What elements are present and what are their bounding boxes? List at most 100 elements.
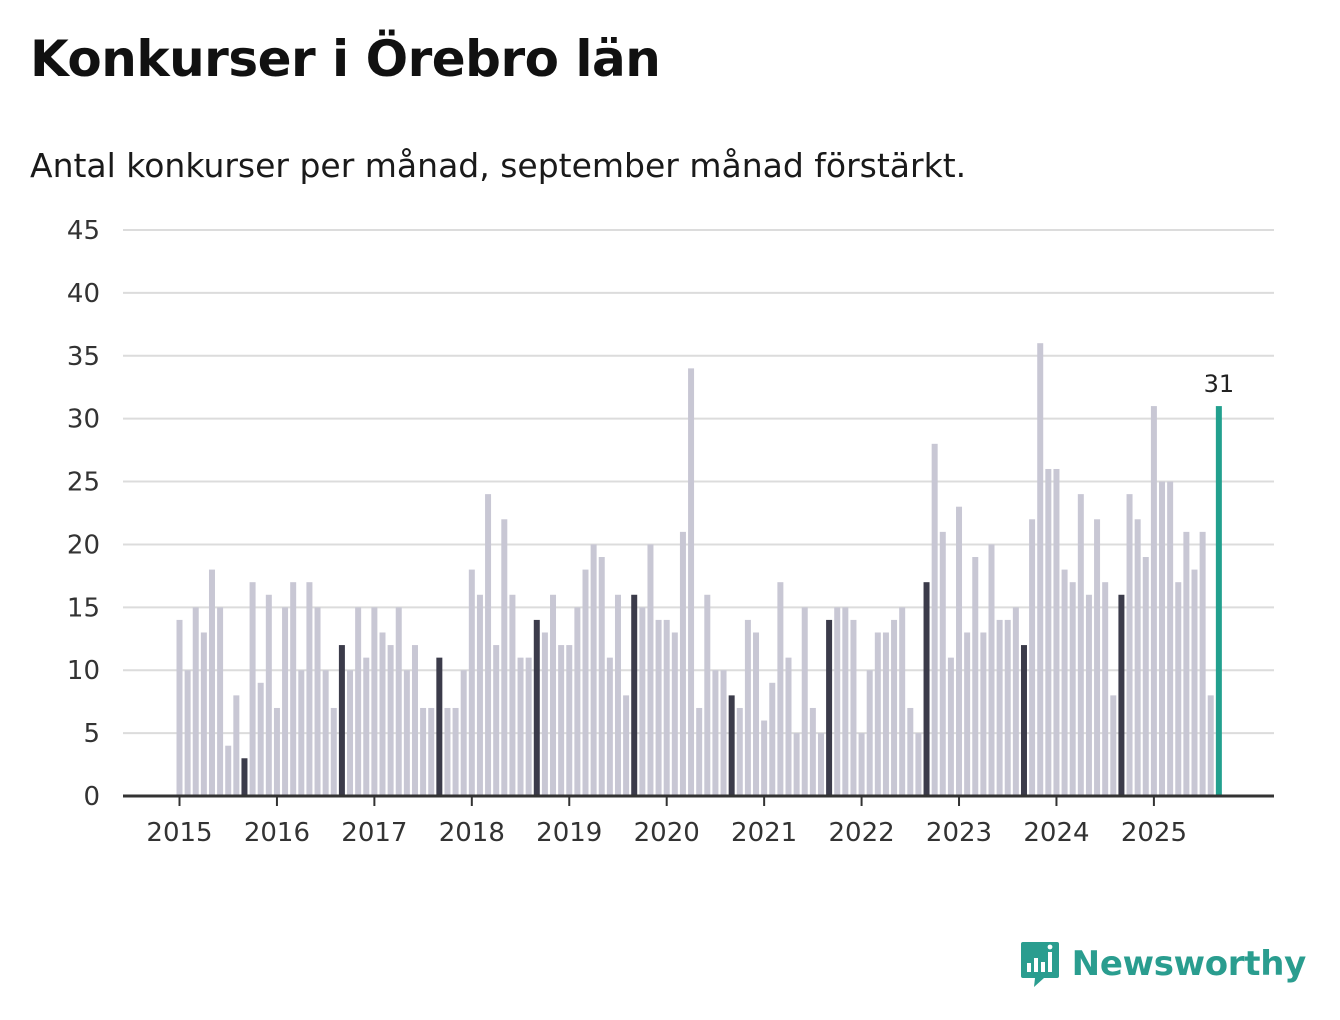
bar[interactable] (639, 607, 646, 796)
bar[interactable] (785, 657, 792, 796)
bar[interactable] (1207, 695, 1214, 796)
bar[interactable] (371, 607, 378, 796)
bar[interactable] (964, 632, 971, 796)
bar[interactable] (1069, 582, 1076, 796)
bar[interactable] (1061, 569, 1068, 796)
bar[interactable] (208, 569, 215, 796)
bar[interactable] (866, 670, 873, 796)
bar-september[interactable] (826, 619, 833, 796)
bar[interactable] (257, 682, 264, 796)
bar[interactable] (1167, 481, 1174, 796)
bar[interactable] (1134, 519, 1141, 796)
bar-september[interactable] (533, 619, 540, 796)
bar[interactable] (1126, 494, 1133, 796)
bar[interactable] (931, 443, 938, 796)
bar[interactable] (184, 670, 191, 796)
bar[interactable] (972, 557, 979, 796)
bar[interactable] (225, 745, 232, 796)
bar[interactable] (671, 632, 678, 796)
bar[interactable] (647, 544, 654, 796)
bar[interactable] (1094, 519, 1101, 796)
bar[interactable] (200, 632, 207, 796)
bar[interactable] (558, 645, 565, 796)
bar[interactable] (273, 707, 280, 796)
bar[interactable] (769, 682, 776, 796)
bar[interactable] (282, 607, 289, 796)
bar[interactable] (1183, 531, 1190, 796)
bar[interactable] (444, 707, 451, 796)
bar[interactable] (850, 619, 857, 796)
bar[interactable] (947, 657, 954, 796)
bar[interactable] (858, 733, 865, 796)
bar[interactable] (882, 632, 889, 796)
bar[interactable] (655, 619, 662, 796)
bar[interactable] (956, 506, 963, 796)
bar[interactable] (1037, 343, 1044, 796)
bar[interactable] (1199, 531, 1206, 796)
bar[interactable] (696, 707, 703, 796)
bar[interactable] (452, 707, 459, 796)
bar[interactable] (704, 594, 711, 796)
bar[interactable] (574, 607, 581, 796)
bar[interactable] (468, 569, 475, 796)
bar[interactable] (485, 494, 492, 796)
bar[interactable] (1102, 582, 1109, 796)
bar[interactable] (476, 594, 483, 796)
bar[interactable] (1142, 557, 1149, 796)
bar[interactable] (541, 632, 548, 796)
bar[interactable] (1012, 607, 1019, 796)
bar[interactable] (777, 582, 784, 796)
bar[interactable] (1053, 468, 1060, 796)
bar[interactable] (1175, 582, 1182, 796)
bar[interactable] (1077, 494, 1084, 796)
bar-september[interactable] (923, 582, 930, 796)
bar[interactable] (411, 645, 418, 796)
bar[interactable] (355, 607, 362, 796)
bar[interactable] (1045, 468, 1052, 796)
bar[interactable] (525, 657, 532, 796)
bar[interactable] (517, 657, 524, 796)
bar[interactable] (176, 619, 183, 796)
bar-september[interactable] (728, 695, 735, 796)
bar[interactable] (663, 619, 670, 796)
bar[interactable] (1159, 481, 1166, 796)
newsworthy-logo[interactable]: Newsworthy (1020, 940, 1306, 988)
bar[interactable] (842, 607, 849, 796)
bar[interactable] (761, 720, 768, 796)
bar[interactable] (217, 607, 224, 796)
bar[interactable] (874, 632, 881, 796)
bar[interactable] (420, 707, 427, 796)
bar[interactable] (395, 607, 402, 796)
bar[interactable] (834, 607, 841, 796)
bar[interactable] (744, 619, 751, 796)
bar[interactable] (1029, 519, 1036, 796)
bar[interactable] (347, 670, 354, 796)
bar[interactable] (712, 670, 719, 796)
bar[interactable] (753, 632, 760, 796)
bar[interactable] (566, 645, 573, 796)
bar[interactable] (290, 582, 297, 796)
bar[interactable] (1191, 569, 1198, 796)
bar[interactable] (915, 733, 922, 796)
bar[interactable] (363, 657, 370, 796)
bar[interactable] (1004, 619, 1011, 796)
bar[interactable] (793, 733, 800, 796)
bar[interactable] (980, 632, 987, 796)
bar[interactable] (623, 695, 630, 796)
bar-september[interactable] (1118, 594, 1125, 796)
bar-september[interactable] (241, 758, 248, 796)
bar[interactable] (428, 707, 435, 796)
bar[interactable] (501, 519, 508, 796)
bar-september[interactable] (338, 645, 345, 796)
bar[interactable] (550, 594, 557, 796)
bar[interactable] (606, 657, 613, 796)
bar[interactable] (720, 670, 727, 796)
bar[interactable] (679, 531, 686, 796)
bar[interactable] (387, 645, 394, 796)
bar[interactable] (1150, 406, 1157, 796)
bar-latest[interactable] (1215, 406, 1222, 796)
bar-september[interactable] (1020, 645, 1027, 796)
bar[interactable] (306, 582, 313, 796)
bar[interactable] (614, 594, 621, 796)
bar[interactable] (817, 733, 824, 796)
